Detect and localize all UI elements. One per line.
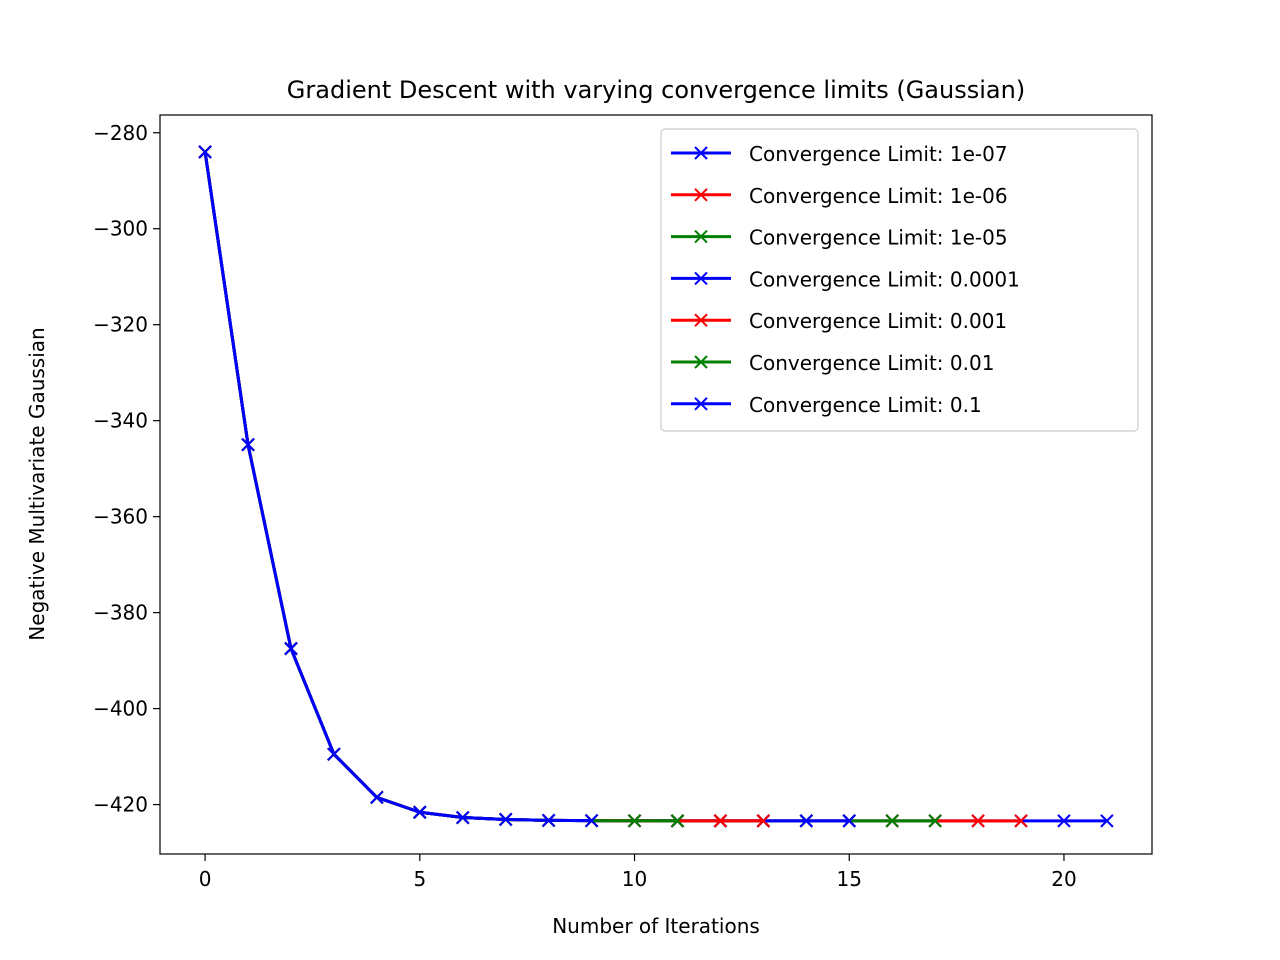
x-axis-label: Number of Iterations bbox=[552, 914, 760, 938]
series-7 bbox=[198, 145, 599, 828]
x-tick-label: 20 bbox=[1051, 867, 1076, 891]
data-point bbox=[713, 814, 728, 828]
legend-item: Convergence Limit: 1e-05 bbox=[671, 226, 1008, 250]
data-point bbox=[928, 814, 942, 828]
legend-marker bbox=[694, 355, 708, 369]
legend: Convergence Limit: 1e-07 Convergence Limi… bbox=[660, 128, 1139, 432]
data-point bbox=[670, 814, 685, 828]
data-point bbox=[885, 814, 899, 828]
data-point bbox=[241, 437, 255, 452]
legend-marker bbox=[694, 313, 708, 327]
data-point bbox=[284, 641, 298, 656]
axes-frame bbox=[159, 114, 1153, 855]
y-tick-label: −380 bbox=[93, 601, 148, 625]
x-tick-label: 15 bbox=[837, 867, 862, 891]
legend-label: Convergence Limit: 1e-05 bbox=[749, 226, 1008, 250]
x-tick-label: 10 bbox=[622, 867, 647, 891]
y-tick-label: −280 bbox=[93, 121, 148, 145]
x-tick-label: 5 bbox=[413, 867, 426, 891]
legend-marker bbox=[694, 229, 708, 244]
data-point bbox=[971, 814, 985, 828]
series-line bbox=[203, 151, 592, 823]
x-tick-label: 0 bbox=[199, 867, 212, 891]
legend-label: Convergence Limit: 0.01 bbox=[749, 351, 994, 375]
legend-item: Convergence Limit: 0.0001 bbox=[671, 267, 1020, 291]
y-tick-label: −360 bbox=[93, 505, 148, 529]
y-axis: −280 −300 −320 −340 −360 −380 −400 −420 bbox=[93, 121, 160, 817]
data-point bbox=[627, 814, 642, 828]
legend-box bbox=[660, 128, 1139, 432]
legend-label: Convergence Limit: 1e-07 bbox=[749, 142, 1008, 166]
y-tick-label: −420 bbox=[93, 793, 148, 817]
x-axis: 0 5 10 15 20 bbox=[199, 854, 1077, 891]
legend-item: Convergence Limit: 1e-07 bbox=[671, 142, 1008, 166]
data-point bbox=[1057, 814, 1071, 828]
legend-label: Convergence Limit: 0.0001 bbox=[749, 267, 1020, 291]
y-tick-label: −400 bbox=[93, 697, 148, 721]
legend-marker bbox=[694, 146, 708, 160]
y-tick-label: −300 bbox=[93, 217, 148, 241]
legend-label: Convergence Limit: 0.1 bbox=[749, 393, 982, 417]
chart-title: Gradient Descent with varying convergenc… bbox=[287, 76, 1025, 104]
data-point bbox=[799, 814, 814, 828]
data-point bbox=[370, 790, 384, 805]
data-point bbox=[1014, 814, 1028, 828]
data-point bbox=[413, 805, 427, 819]
data-point bbox=[198, 145, 212, 159]
data-point bbox=[842, 814, 856, 828]
legend-marker bbox=[694, 188, 708, 202]
data-point bbox=[584, 813, 599, 828]
y-tick-label: −320 bbox=[93, 313, 148, 337]
legend-marker bbox=[694, 397, 708, 411]
data-point bbox=[1100, 814, 1114, 828]
data-point bbox=[498, 812, 513, 827]
data-point bbox=[456, 810, 470, 825]
legend-label: Convergence Limit: 1e-06 bbox=[749, 184, 1008, 208]
legend-item: Convergence Limit: 0.01 bbox=[671, 351, 994, 375]
plot-area bbox=[198, 145, 1114, 828]
data-point bbox=[541, 813, 556, 828]
legend-marker bbox=[694, 271, 708, 286]
legend-item: Convergence Limit: 1e-06 bbox=[671, 184, 1008, 208]
data-point bbox=[327, 747, 341, 761]
legend-item: Convergence Limit: 0.001 bbox=[671, 309, 1007, 333]
data-point bbox=[756, 814, 771, 828]
legend-item: Convergence Limit: 0.1 bbox=[671, 393, 982, 417]
legend-label: Convergence Limit: 0.001 bbox=[749, 309, 1007, 333]
y-tick-label: −340 bbox=[93, 409, 148, 433]
y-axis-label: Negative Multivariate Gaussian bbox=[25, 327, 49, 640]
